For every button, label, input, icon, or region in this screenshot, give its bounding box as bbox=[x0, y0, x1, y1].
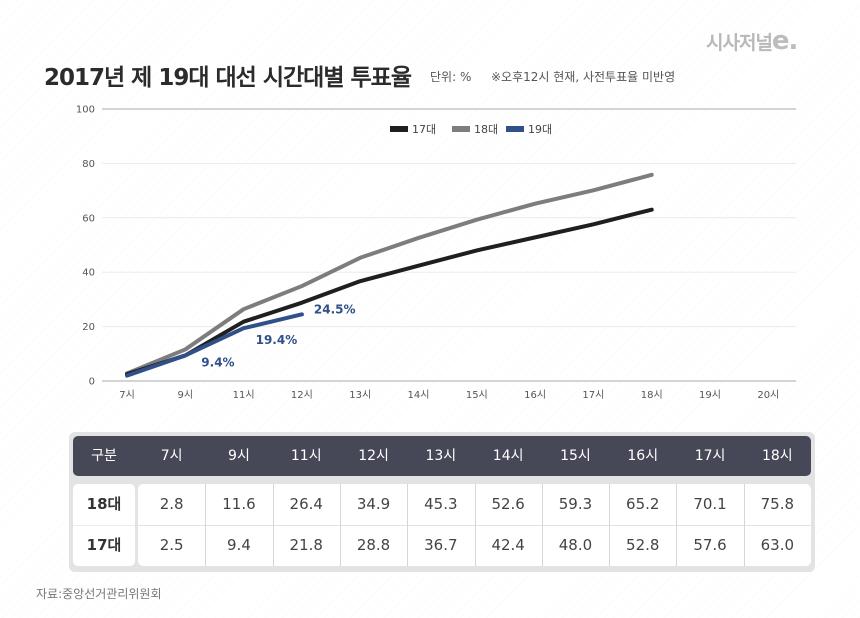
footnote-label: ※오후12시 현재, 사전투표율 미반영 bbox=[491, 70, 676, 84]
row-header-17: 17대 bbox=[86, 536, 122, 554]
series-line-18대 bbox=[125, 172, 654, 376]
chart-title: 2017년 제 19대 대선 시간대별 투표율 bbox=[44, 65, 412, 91]
column-divider bbox=[407, 484, 409, 566]
data-label: 24.5% bbox=[314, 302, 356, 316]
table-cell: 63.0 bbox=[760, 536, 795, 554]
y-tick-label: 0 bbox=[89, 377, 95, 388]
y-tick-label: 100 bbox=[76, 105, 95, 116]
table-column-header: 18시 bbox=[761, 448, 793, 464]
table-cell: 26.4 bbox=[289, 495, 323, 513]
x-tick-label: 11시 bbox=[233, 389, 255, 401]
legend-label: 19대 bbox=[528, 123, 552, 136]
column-divider bbox=[272, 484, 274, 566]
table-cell: 2.5 bbox=[159, 536, 184, 554]
table-column-header: 17시 bbox=[694, 448, 726, 464]
table-column-header: 11시 bbox=[290, 448, 322, 464]
table-column-header: 15시 bbox=[560, 448, 591, 464]
table-cell: 75.8 bbox=[760, 495, 795, 513]
legend-label: 17대 bbox=[412, 123, 436, 136]
row-divider bbox=[73, 525, 135, 526]
logo-suffix: e. bbox=[771, 26, 798, 56]
x-tick-label: 13시 bbox=[349, 389, 371, 401]
x-tick-label: 12시 bbox=[291, 389, 313, 401]
table-cell: 9.4 bbox=[227, 536, 251, 554]
column-divider bbox=[205, 484, 207, 566]
column-divider bbox=[541, 484, 543, 566]
x-tick-label: 17시 bbox=[582, 389, 604, 401]
unit-label: 단위: % bbox=[430, 70, 472, 84]
legend-swatch-17대 bbox=[390, 126, 408, 132]
legend-swatch-19대 bbox=[506, 126, 524, 132]
table-cell: 52.8 bbox=[626, 536, 660, 554]
table-column-header: 13시 bbox=[425, 448, 457, 464]
y-tick-label: 40 bbox=[82, 268, 95, 279]
y-tick-label: 80 bbox=[82, 159, 95, 170]
logo-text: 시사저널 bbox=[706, 32, 773, 54]
table-cell: 42.4 bbox=[491, 536, 525, 554]
table-cell: 36.7 bbox=[424, 536, 458, 554]
series-line-17대 bbox=[125, 207, 654, 377]
x-tick-label: 19시 bbox=[699, 389, 721, 401]
table-cell: 21.8 bbox=[289, 536, 323, 554]
column-divider bbox=[743, 484, 745, 566]
x-tick-label: 16시 bbox=[524, 389, 546, 401]
publisher-logo: 시사저널e. bbox=[706, 26, 798, 56]
x-tick-label: 14시 bbox=[408, 389, 430, 401]
column-divider bbox=[609, 484, 611, 566]
table-cell: 45.3 bbox=[424, 495, 458, 513]
table-cell: 2.8 bbox=[159, 495, 184, 513]
table-column-header: 14시 bbox=[492, 448, 524, 464]
table-cell: 57.6 bbox=[693, 536, 727, 554]
x-tick-label: 18시 bbox=[641, 389, 663, 401]
table-header: 구분 7시 9시 11시 12시 13시 14시 15시 16시 17시 18시 bbox=[73, 436, 811, 476]
x-tick-label: 7시 bbox=[119, 389, 135, 401]
y-tick-label: 20 bbox=[82, 322, 95, 333]
table-cell: 70.1 bbox=[693, 495, 727, 513]
table-body: 2.8 11.6 26.4 34.9 45.3 52.6 59.3 65.2 70.1 75.8 2… bbox=[138, 484, 811, 566]
source-note: 자료:중앙선거관리위원회 bbox=[36, 587, 162, 601]
table-column-header: 7시 bbox=[160, 448, 183, 464]
x-tick-label: 15시 bbox=[466, 389, 488, 401]
series-line-19대 bbox=[125, 312, 304, 378]
table-column-header: 9시 bbox=[228, 448, 250, 464]
table-corner-header: 구분 bbox=[91, 448, 117, 464]
column-divider bbox=[339, 484, 341, 566]
legend-swatch-18대 bbox=[452, 126, 470, 132]
table-cell: 65.2 bbox=[626, 495, 660, 513]
column-divider bbox=[676, 484, 678, 566]
table-cell: 52.6 bbox=[491, 495, 525, 513]
table-column-header: 12시 bbox=[358, 448, 389, 464]
column-divider bbox=[474, 484, 476, 566]
x-tick-label: 20시 bbox=[757, 389, 779, 401]
table-cell: 34.9 bbox=[356, 495, 391, 513]
table-cell: 48.0 bbox=[558, 536, 593, 554]
x-tick-label: 9시 bbox=[178, 389, 194, 401]
table-cell: 59.3 bbox=[558, 495, 593, 513]
turnout-table: 구분 7시 9시 11시 12시 13시 14시 15시 16시 17시 18시 18대 17대 … bbox=[69, 432, 815, 572]
data-label: 9.4% bbox=[201, 355, 234, 369]
line-chart: 0 20 40 60 80 100 7시 9시 11시 12시 13시 14시 15시 16시 17시 18시… bbox=[76, 105, 796, 401]
table-column-header: 16시 bbox=[627, 448, 659, 464]
row-header-18: 18대 bbox=[86, 495, 122, 513]
y-tick-label: 60 bbox=[82, 213, 95, 224]
row-header-column: 18대 17대 bbox=[73, 484, 135, 566]
legend-label: 18대 bbox=[474, 123, 498, 136]
data-label: 19.4% bbox=[256, 333, 298, 347]
table-cell: 28.8 bbox=[356, 536, 391, 554]
table-cell: 11.6 bbox=[222, 495, 256, 513]
